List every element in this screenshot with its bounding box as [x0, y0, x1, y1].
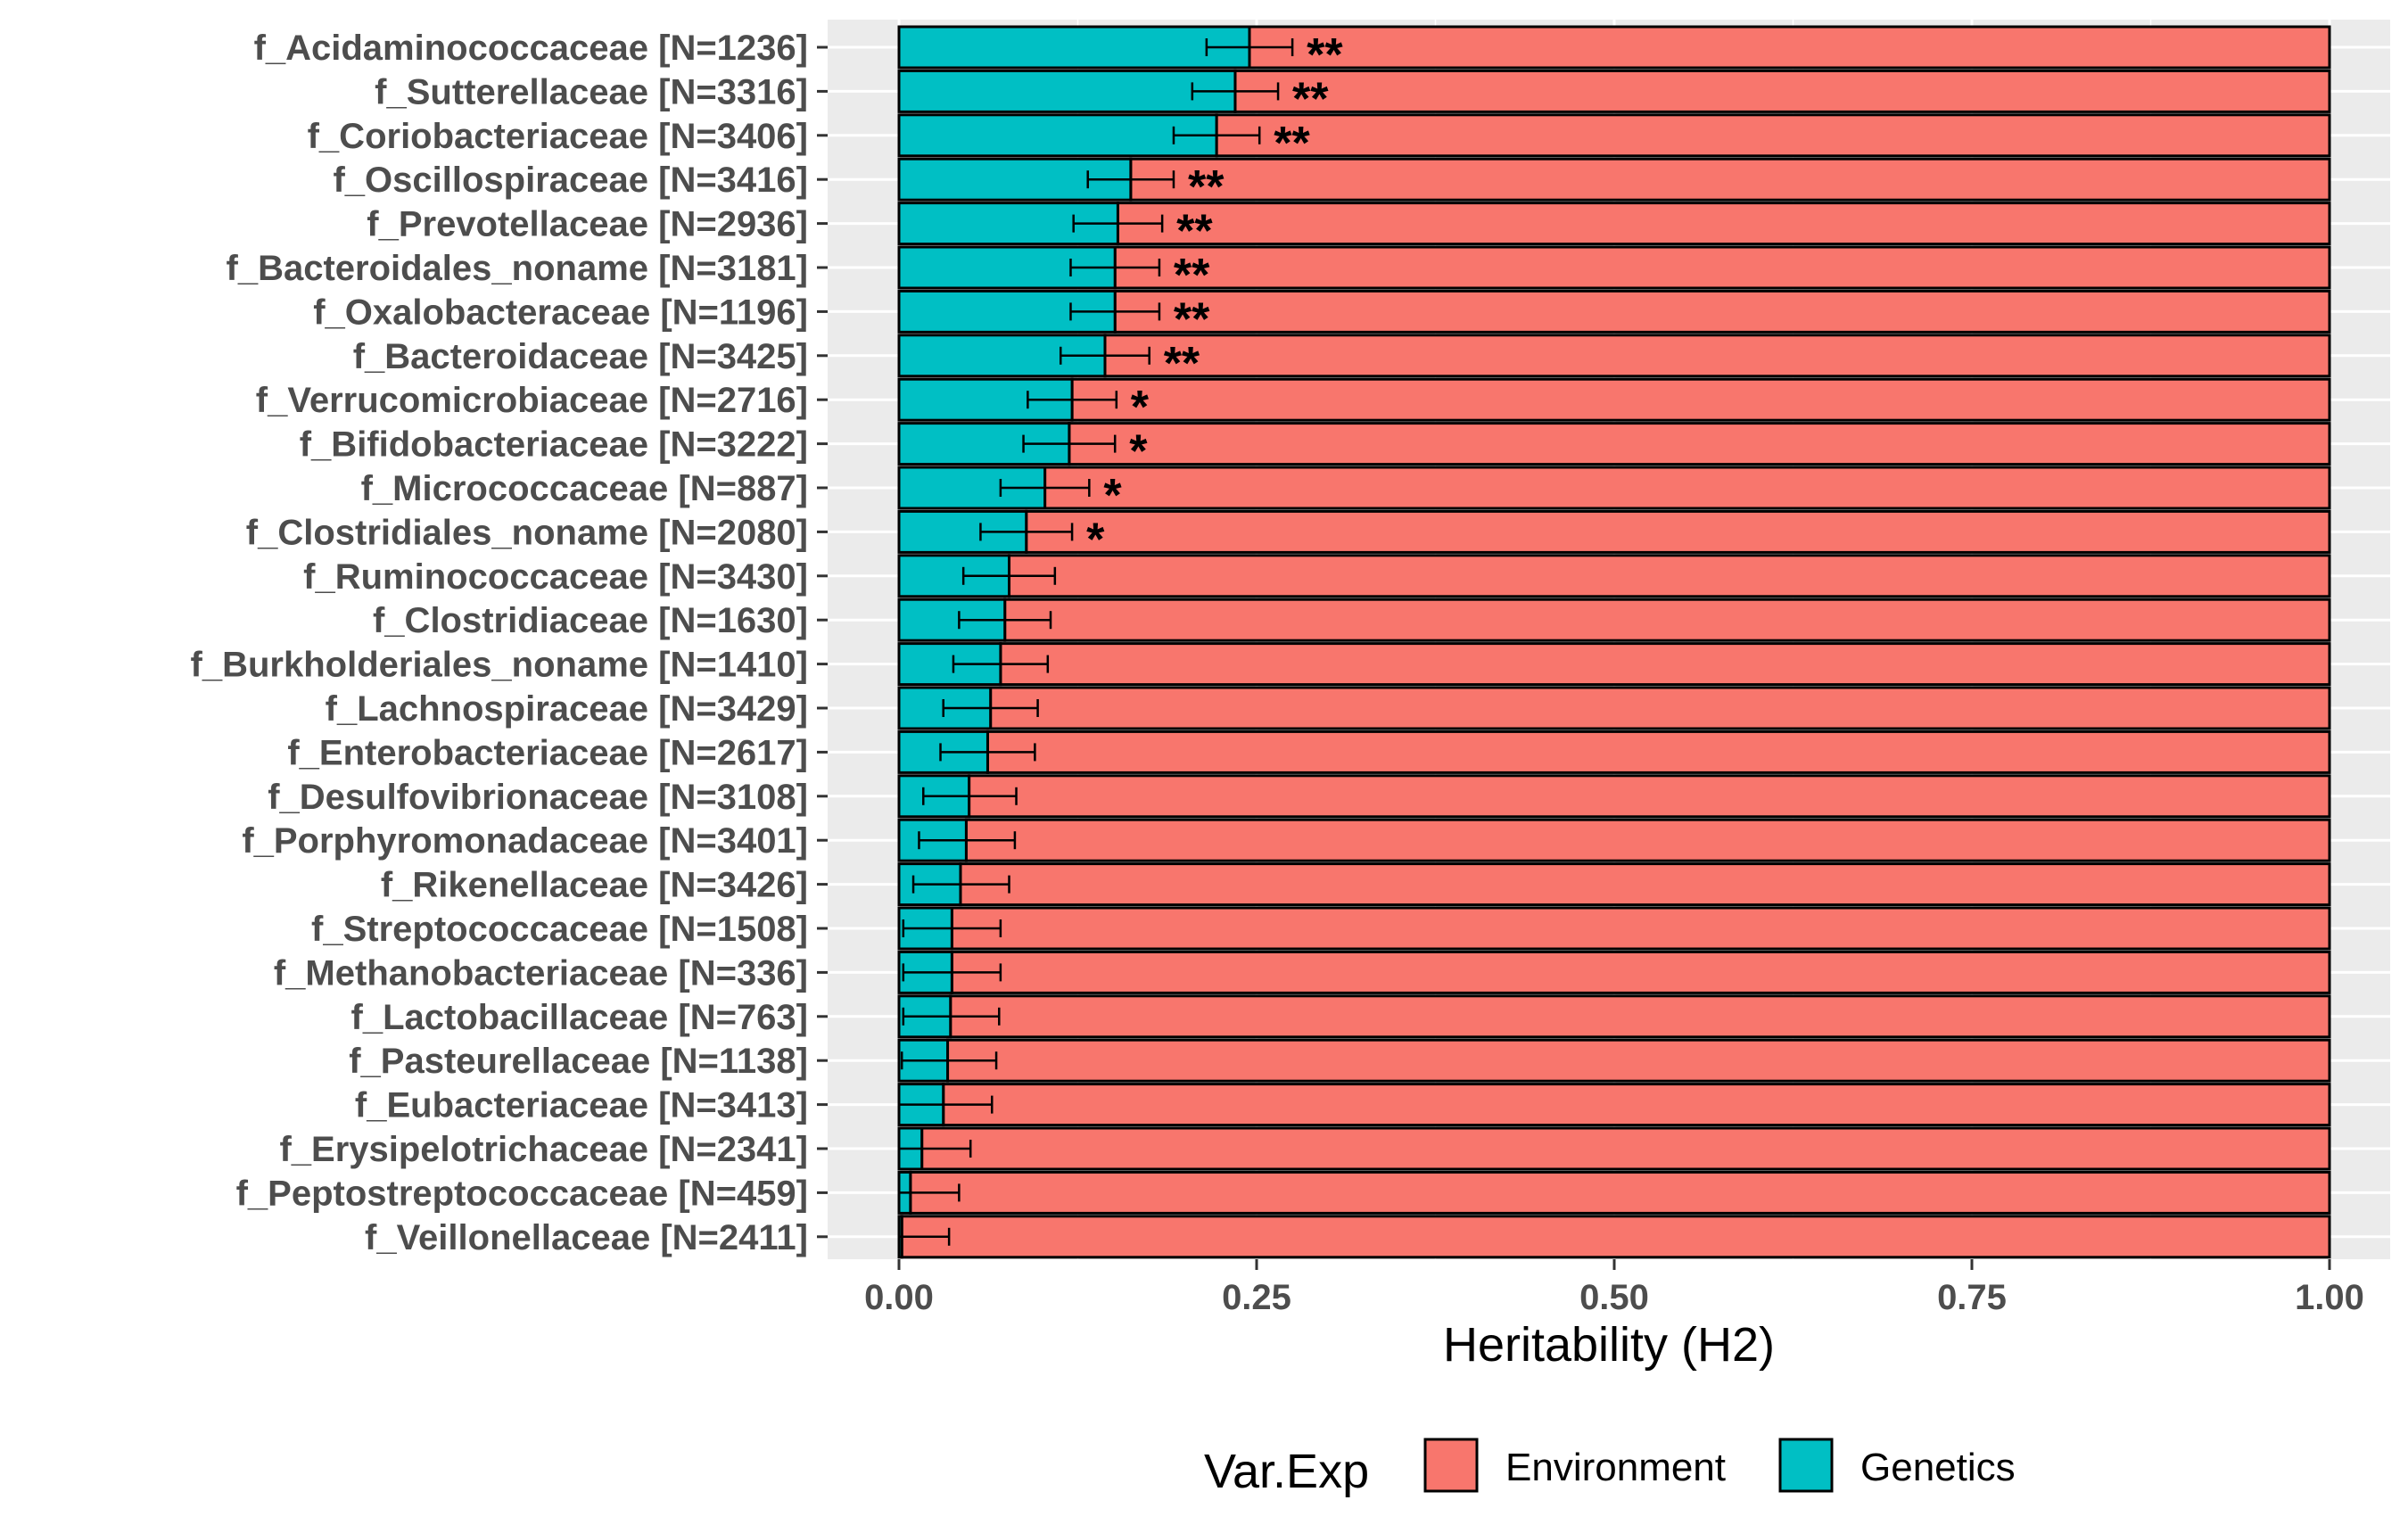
- significance-marker: **: [1188, 161, 1225, 213]
- significance-marker: **: [1307, 29, 1343, 81]
- y-tick-label: f_Erysipelotrichaceae [N=2341]: [279, 1130, 808, 1169]
- bar-environment: [900, 1215, 2331, 1259]
- y-tick-label: f_Bifidobacteriaceae [N=3222]: [300, 425, 808, 465]
- bar-environment: [1129, 157, 2331, 202]
- bar-environment: [1113, 245, 2331, 290]
- y-tick-label: f_Oxalobacteraceae [N=1196]: [313, 293, 808, 332]
- y-tick-label: f_Porphyromonadaceae [N=3401]: [242, 821, 808, 861]
- legend: Var.Exp Environment Genetics: [1204, 1438, 2016, 1498]
- y-tick-label: f_Lactobacillaceae [N=763]: [351, 998, 808, 1037]
- legend-label-genetics: Genetics: [1860, 1446, 2016, 1489]
- y-tick-label: f_Bacteroidaceae [N=3425]: [353, 337, 808, 376]
- bar-genetics: [897, 69, 1237, 113]
- bar-environment: [1116, 202, 2331, 246]
- y-tick-label: f_Eubacteriaceae [N=3413]: [355, 1086, 808, 1125]
- bar-environment: [1103, 334, 2331, 378]
- bar-environment: [1070, 377, 2331, 422]
- y-tick-label: f_Methanobacteriaceae [N=336]: [274, 953, 808, 993]
- x-axis: 0.00 0.25 0.50 0.75 1.00: [864, 1259, 2364, 1317]
- bar-environment: [1068, 422, 2331, 466]
- y-tick-label: f_Pasteurellaceae [N=1138]: [349, 1042, 808, 1081]
- bar-environment: [1025, 509, 2331, 554]
- significance-markers: ********************: [1086, 29, 1343, 565]
- significance-marker: **: [1274, 118, 1310, 169]
- y-tick-label: f_Ruminococcaceae [N=3430]: [303, 557, 808, 597]
- bar-genetics: [897, 113, 1218, 158]
- x-tick-label: 1.00: [2295, 1278, 2364, 1317]
- significance-marker: **: [1174, 250, 1210, 301]
- y-tick-label: f_Verrucomicrobiaceae [N=2716]: [256, 381, 808, 420]
- legend-label-environment: Environment: [1505, 1446, 1726, 1489]
- bar-environment: [949, 994, 2331, 1039]
- bar-environment: [1003, 598, 2331, 642]
- y-tick-label: f_Prevotellaceae [N=2936]: [367, 205, 808, 244]
- bar-environment: [909, 1170, 2331, 1215]
- y-tick-label: f_Sutterellaceae [N=3316]: [375, 72, 808, 111]
- y-tick-label: f_Coriobacteriaceae [N=3406]: [308, 117, 808, 156]
- legend-swatch-environment: [1423, 1438, 1479, 1493]
- legend-title: Var.Exp: [1204, 1445, 1369, 1498]
- y-tick-label: f_Desulfovibrionaceae [N=3108]: [268, 778, 808, 817]
- bars: [897, 25, 2331, 1259]
- bar-environment: [964, 818, 2331, 862]
- bar-environment: [959, 862, 2331, 907]
- bar-environment: [1008, 554, 2331, 598]
- bar-environment: [968, 774, 2331, 819]
- x-tick-label: 0.00: [864, 1278, 934, 1317]
- y-tick-label: f_Oscillospiraceae [N=3416]: [333, 161, 808, 200]
- significance-marker: **: [1292, 73, 1329, 125]
- bar-environment: [985, 729, 2331, 774]
- y-tick-label: f_Peptostreptococcaceae [N=459]: [236, 1174, 808, 1213]
- bar-environment: [950, 950, 2331, 994]
- y-tick-label: f_Veillonellaceae [N=2411]: [365, 1218, 808, 1257]
- bar-environment: [950, 906, 2331, 951]
- bar-environment: [1043, 466, 2331, 510]
- bar-environment: [1233, 69, 2331, 113]
- x-tick-label: 0.50: [1579, 1278, 1649, 1317]
- y-tick-label: f_Lachnospiraceae [N=3429]: [326, 689, 808, 729]
- significance-marker: *: [1129, 426, 1148, 478]
- x-axis-label: Heritability (H2): [1443, 1318, 1775, 1372]
- legend-swatch-genetics: [1778, 1438, 1834, 1493]
- y-tick-label: f_Bacteroidales_noname [N=3181]: [227, 249, 809, 288]
- bar-environment: [942, 1083, 2331, 1127]
- significance-marker: **: [1164, 338, 1200, 390]
- y-tick-label: f_Enterobacteriaceae [N=2617]: [287, 733, 808, 772]
- x-tick-label: 0.75: [1937, 1278, 2007, 1317]
- x-tick-label: 0.25: [1222, 1278, 1291, 1317]
- y-tick-label: f_Streptococcaceae [N=1508]: [311, 910, 808, 949]
- bar-environment: [946, 1038, 2331, 1083]
- y-axis: f_Acidaminococcaceae [N=1236] f_Sutterell…: [191, 29, 828, 1257]
- significance-marker: **: [1176, 206, 1213, 258]
- bar-environment: [920, 1126, 2331, 1171]
- error-bars: [897, 38, 1294, 1246]
- significance-marker: *: [1086, 514, 1105, 565]
- y-tick-label: f_Burkholderiales_noname [N=1410]: [191, 646, 808, 685]
- y-tick-label: f_Micrococcaceae [N=887]: [361, 469, 808, 508]
- y-tick-label: f_Rikenellaceae [N=3426]: [381, 866, 808, 905]
- significance-marker: *: [1103, 470, 1122, 522]
- bar-environment: [1215, 113, 2331, 158]
- y-tick-label: f_Acidaminococcaceae [N=1236]: [254, 29, 808, 68]
- bar-environment: [989, 686, 2331, 730]
- bar-environment: [999, 642, 2331, 687]
- significance-marker: *: [1131, 382, 1150, 433]
- significance-marker: **: [1174, 293, 1210, 345]
- y-tick-label: f_Clostridiales_noname [N=2080]: [246, 513, 808, 552]
- bar-environment: [1248, 25, 2331, 70]
- y-tick-label: f_Clostridiaceae [N=1630]: [373, 601, 808, 640]
- bar-environment: [1113, 289, 2331, 334]
- bar-genetics: [897, 25, 1251, 70]
